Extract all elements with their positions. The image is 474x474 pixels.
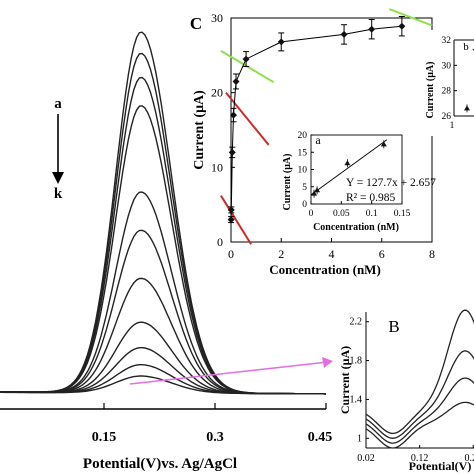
inset-b: 26 28 30 32 1 b Y Current (μA) <box>418 30 474 136</box>
panel-b-curve-3 <box>365 377 474 444</box>
inset-a-point <box>380 141 387 147</box>
panel-b-background <box>340 300 474 474</box>
panel-c-title: C <box>190 14 202 33</box>
panel-c-fit-line <box>230 25 402 220</box>
pointer-arrow <box>129 361 329 385</box>
panel-c-point <box>340 30 348 38</box>
inset-b-background <box>418 30 474 136</box>
inset-a-title: a <box>315 133 321 147</box>
inset-b-y-tick-label: 26 <box>442 112 452 122</box>
inset-a-equation: Y = 127.7x + 2.657 <box>346 177 436 189</box>
panel-c-x-tick-label: 6 <box>379 247 385 261</box>
panel-c-y-tick-label: 30 <box>211 11 223 25</box>
inset-b-y-tick-label: 28 <box>442 87 452 97</box>
inset-a: 0 0.05 0.1 0.15 0 5 10 15 20 a Y = 127.7x + 2.65… <box>282 131 436 233</box>
panel-c-point <box>228 148 236 156</box>
panel-a-x-ticks: 0.15 0.3 0.45 <box>92 403 333 445</box>
inset-a-y-tick-label: 0 <box>302 200 307 210</box>
dpv-curve-k <box>0 375 327 395</box>
dpv-curve-g <box>0 277 327 395</box>
panel-a-x-label: Potential(V)vs. Ag/AgCl <box>83 456 237 472</box>
panel-c-point <box>232 77 240 85</box>
panel-b-title: B <box>388 317 399 336</box>
panel-c-y-tick-label: 20 <box>211 86 223 100</box>
inset-a-y-label: Current (μA) <box>282 154 293 211</box>
panel-b: 0.02 0.12 0.22 1 1.4 1.8 2.2 B Potential(V) Cu… <box>338 300 474 474</box>
inset-b-y-tick-label: 32 <box>442 36 452 46</box>
inset-a-r-squared: R² = 0.985 <box>346 192 395 204</box>
inset-a-fit-line <box>310 139 388 196</box>
panel-b-curve-1 <box>365 309 474 435</box>
curve-label-bottom: k <box>54 186 63 202</box>
panel-b-x-tick-label: 0.02 <box>357 453 375 464</box>
panel-c-green-guide-top <box>388 8 433 27</box>
panel-b-x-label: Potential(V) <box>409 459 472 473</box>
panel-c-y-tick-label: 0 <box>217 235 223 249</box>
inset-a-y-tick-label: 10 <box>298 166 308 176</box>
panel-c-point <box>242 55 250 63</box>
panel-a-curves <box>0 31 327 395</box>
panel-b-y-label: Current (μA) <box>338 346 352 414</box>
inset-b-y-tick-label: 30 <box>442 61 452 71</box>
panel-b-curve-4 <box>365 401 474 449</box>
panel-b-y-tick-label: 1 <box>357 433 362 444</box>
panel-b-y-tick-label: 1.8 <box>350 356 363 367</box>
inset-a-x-tick-label: 0.05 <box>333 209 350 219</box>
pointer-arrow-head <box>322 357 333 368</box>
panel-c-point <box>227 206 235 214</box>
panel-c-y-label: Current (μA) <box>192 90 207 170</box>
curve-label-top: a <box>54 96 62 112</box>
inset-a-point <box>311 190 318 196</box>
inset-b-title: b <box>463 41 469 53</box>
panel-c-x-tick-label: 2 <box>278 247 284 261</box>
inset-b-y-label: Current (μA) <box>425 62 436 119</box>
panel-c-plot: 0 2 4 6 8 0 10 20 30 <box>211 8 435 261</box>
panel-c-point <box>227 216 235 224</box>
panel-c-red-guide-low <box>220 195 252 245</box>
inset-a-point <box>314 187 321 193</box>
inset-a-x-tick-label: 0.15 <box>394 209 411 219</box>
panel-c-x-tick-label: 0 <box>228 247 234 261</box>
panel-b-x-tick-label: 0.22 <box>465 453 474 464</box>
panel-b-y-tick-label: 1.4 <box>350 394 363 405</box>
order-arrow-head <box>52 172 64 184</box>
panel-c-y-tick-label: 10 <box>211 160 223 174</box>
panel-a-x-tick-label: 0.3 <box>206 430 224 445</box>
inset-a-x-label: Concentration (nM) <box>313 222 399 233</box>
inset-a-y-tick-label: 5 <box>302 183 307 193</box>
inset-a-x-tick-label: 0 <box>309 209 314 219</box>
inset-a-plot: 0 0.05 0.1 0.15 0 5 10 15 20 <box>298 131 411 219</box>
panel-b-y-tick-label: 2.2 <box>350 317 363 328</box>
inset-a-point <box>344 160 351 166</box>
panel-c-red-guide <box>225 92 270 146</box>
panel-c-point <box>368 25 376 33</box>
panel-c-x-label: Concentration (nM) <box>269 262 381 277</box>
inset-b-point <box>464 105 470 111</box>
inset-b-x-tick-label: 1 <box>450 121 455 131</box>
panel-a-x-tick-label: 0.15 <box>92 430 117 445</box>
panel-c-x-tick-label: 4 <box>329 247 335 261</box>
panel-b-curve-2 <box>365 350 474 439</box>
panel-c-point <box>277 38 285 46</box>
panel-a: 0.15 0.3 0.45 Potential(V)vs. Ag/AgCl a k <box>0 31 333 472</box>
inset-b-partial-text: Y <box>472 47 474 59</box>
inset-a-x-tick-label: 0.1 <box>366 209 378 219</box>
inset-b-plot: 26 28 30 32 1 <box>442 36 474 131</box>
inset-a-y-tick-label: 20 <box>298 131 308 141</box>
panel-c-point <box>398 22 406 30</box>
panel-c-x-tick-label: 8 <box>429 247 435 261</box>
inset-a-y-tick-label: 15 <box>298 148 308 158</box>
panel-c-point <box>230 111 238 119</box>
inset-a-frame <box>310 134 403 205</box>
panel-b-x-tick-label: 0.12 <box>411 453 429 464</box>
panel-a-x-tick-label: 0.45 <box>308 430 333 445</box>
panel-b-plot: 0.02 0.12 0.22 1 1.4 1.8 2.2 <box>350 309 474 464</box>
